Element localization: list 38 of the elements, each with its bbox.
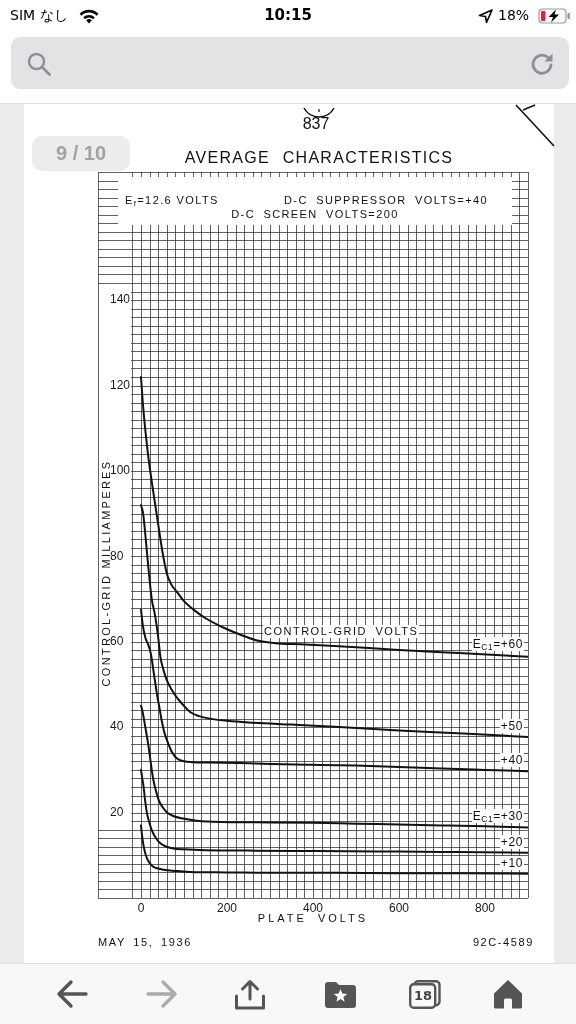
line-series (140, 768, 528, 854)
annotation: D-C SCREEN VOLTS=200 (230, 208, 400, 221)
y-tick-label: 100 (110, 463, 131, 478)
annotation: D-C SUPPRESSOR VOLTS=+40 (284, 194, 489, 207)
series-label: +50 (499, 718, 524, 733)
chart-title: AVERAGE CHARACTERISTICS (183, 149, 455, 168)
series-label: +10 (499, 856, 524, 871)
line-series (140, 504, 528, 738)
series-label: +40 (499, 753, 524, 768)
x-tick-label: 200 (216, 900, 238, 915)
line-series (140, 704, 528, 829)
line-series (140, 608, 528, 773)
x-tick-label: 600 (388, 900, 410, 915)
y-tick-label: 120 (110, 377, 131, 392)
x-tick-label: 400 (302, 900, 324, 915)
y-tick-label: 140 (110, 292, 131, 307)
text: SIM なし (10, 6, 68, 25)
x-tick-label: 0 (137, 900, 145, 915)
x-tick-label: 800 (474, 900, 496, 915)
text: 92C-4589 (472, 936, 534, 949)
text: 837 (301, 115, 331, 134)
page-badge: 9 / 10 (32, 136, 130, 171)
annotation: CONTROL-GRID VOLTS (263, 625, 420, 638)
text: MAY 15, 1936 (98, 936, 192, 949)
series-label: E$_{C1}$=+60 (471, 636, 524, 652)
x-axis-title: PLATE VOLTS (257, 912, 369, 924)
text: 18% (498, 6, 530, 25)
line-series (140, 375, 528, 658)
annotation: E$_{f}$=12.6 VOLTS (125, 194, 219, 208)
series-label: E$_{C1}$=+30 (471, 808, 524, 824)
series-label: +20 (499, 835, 524, 850)
text: 18 (412, 988, 434, 1004)
line-series (140, 824, 528, 875)
y-tick-label: 40 (110, 719, 124, 734)
text: 10:15 (263, 5, 313, 25)
y-tick-label: 20 (110, 804, 124, 819)
y-tick-label: 80 (110, 548, 124, 563)
y-tick-label: 60 (110, 634, 124, 649)
